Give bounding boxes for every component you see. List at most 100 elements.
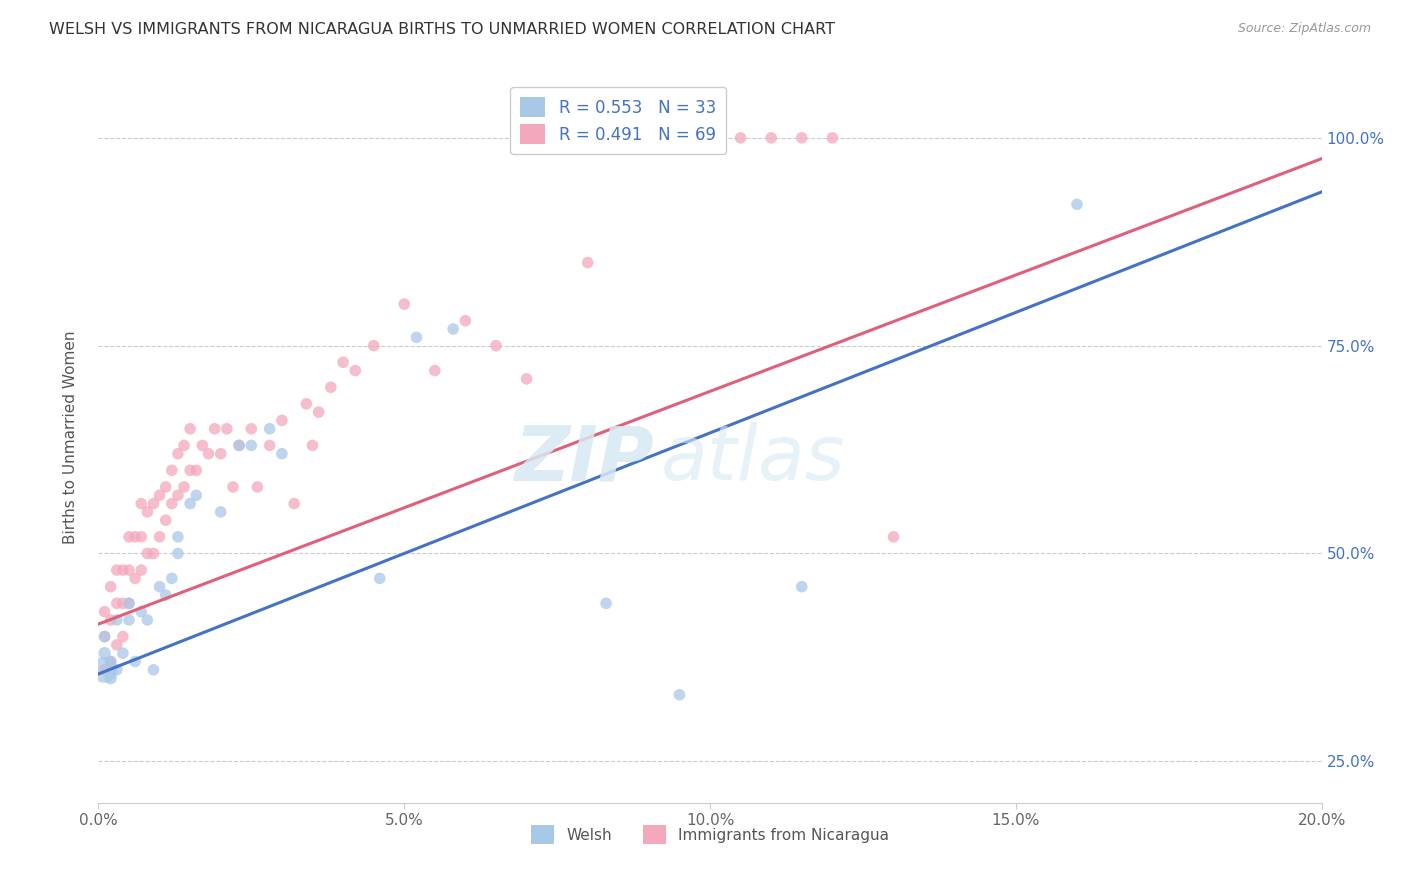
Point [319,380,342,394]
Point [173,480,195,494]
Point [100,655,122,669]
Point [368,571,391,585]
Point [179,497,201,511]
Point [93,630,115,644]
Point [186,463,208,477]
Y-axis label: Births to Unmarried Women: Births to Unmarried Women [63,330,77,544]
Point [111,630,134,644]
Point [259,422,281,436]
Point [186,488,208,502]
Point [332,355,354,369]
Point [149,580,172,594]
Point [118,530,141,544]
Point [160,463,183,477]
Point [160,571,183,585]
Point [1066,197,1088,211]
Point [129,497,152,511]
Point [191,438,214,452]
Point [100,613,122,627]
Point [93,605,115,619]
Point [155,513,177,527]
Point [100,655,122,669]
Point [149,530,172,544]
Text: atlas: atlas [661,422,845,496]
Point [129,563,152,577]
Text: ZIP: ZIP [515,422,655,496]
Point [222,480,245,494]
Point [118,596,141,610]
Point [155,480,177,494]
Point [167,488,190,502]
Point [105,563,128,577]
Point [179,463,201,477]
Point [167,546,190,560]
Point [405,330,427,344]
Point [197,447,219,461]
Point [136,613,159,627]
Point [105,663,128,677]
Point [295,397,318,411]
Point [111,596,134,610]
Point [124,530,146,544]
Point [124,655,146,669]
Point [118,613,141,627]
Point [111,646,134,660]
Point [595,596,617,610]
Legend: Welsh, Immigrants from Nicaragua: Welsh, Immigrants from Nicaragua [526,819,894,850]
Point [668,131,690,145]
Point [246,480,269,494]
Point [228,438,250,452]
Point [759,131,782,145]
Point [344,363,367,377]
Point [149,488,172,502]
Point [105,596,128,610]
Point [93,646,115,660]
Point [790,580,813,594]
Point [167,530,190,544]
Text: Source: ZipAtlas.com: Source: ZipAtlas.com [1237,22,1371,36]
Point [576,255,599,269]
Point [270,447,292,461]
Point [441,322,464,336]
Point [204,422,226,436]
Point [93,630,115,644]
Point [93,663,115,677]
Point [516,372,538,386]
Point [155,588,177,602]
Point [118,563,141,577]
Point [167,447,190,461]
Point [883,530,905,544]
Point [160,497,183,511]
Point [308,405,330,419]
Point [136,505,159,519]
Point [454,314,477,328]
Point [111,563,134,577]
Point [105,638,128,652]
Point [136,546,159,560]
Point [100,580,122,594]
Point [124,571,146,585]
Point [173,438,195,452]
Point [240,422,263,436]
Point [93,663,115,677]
Point [485,339,508,353]
Point [209,447,232,461]
Point [790,131,813,145]
Point [668,688,690,702]
Point [240,438,263,452]
Point [699,131,721,145]
Point [142,663,165,677]
Point [105,613,128,627]
Point [270,413,292,427]
Point [129,605,152,619]
Point [215,422,238,436]
Point [392,297,416,311]
Point [142,497,165,511]
Point [730,131,752,145]
Point [100,671,122,685]
Point [363,339,385,353]
Point [423,363,446,377]
Point [301,438,323,452]
Point [142,546,165,560]
Point [283,497,305,511]
